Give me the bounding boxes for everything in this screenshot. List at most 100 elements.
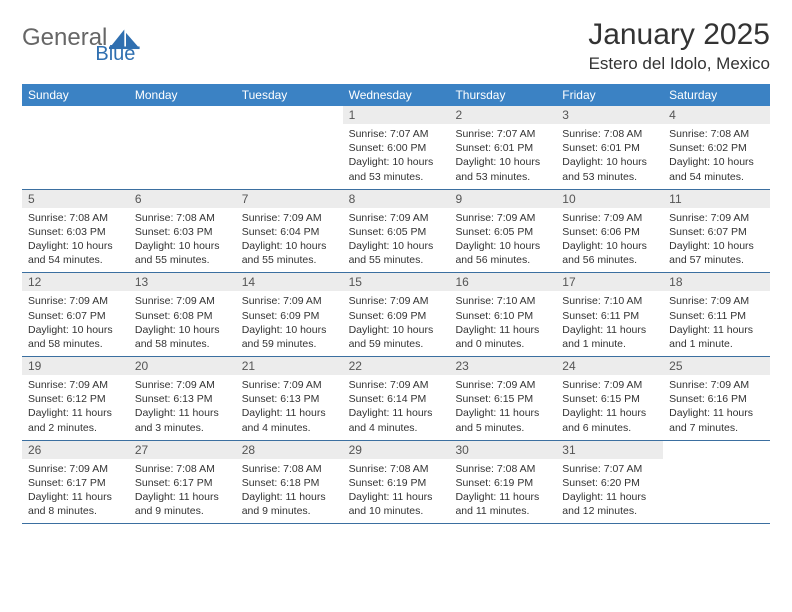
day-data: Sunrise: 7:09 AMSunset: 6:16 PMDaylight:…	[663, 375, 770, 440]
day-number: 8	[343, 190, 450, 208]
weeks-container: 1Sunrise: 7:07 AMSunset: 6:00 PMDaylight…	[22, 106, 770, 524]
sunrise-line: Sunrise: 7:08 AM	[135, 462, 230, 476]
day-data: Sunrise: 7:08 AMSunset: 6:01 PMDaylight:…	[556, 124, 663, 189]
title-block: January 2025 Estero del Idolo, Mexico	[588, 18, 770, 74]
sunset-line: Sunset: 6:13 PM	[135, 392, 230, 406]
day-number: 12	[22, 273, 129, 291]
day-number: 9	[449, 190, 556, 208]
day-number: 25	[663, 357, 770, 375]
week-row: 5Sunrise: 7:08 AMSunset: 6:03 PMDaylight…	[22, 190, 770, 274]
day-cell: 10Sunrise: 7:09 AMSunset: 6:06 PMDayligh…	[556, 190, 663, 273]
day-number: 26	[22, 441, 129, 459]
sunrise-line: Sunrise: 7:09 AM	[242, 378, 337, 392]
daylight-line-2: and 55 minutes.	[349, 253, 444, 267]
sunset-line: Sunset: 6:07 PM	[669, 225, 764, 239]
sunset-line: Sunset: 6:05 PM	[349, 225, 444, 239]
sunset-line: Sunset: 6:08 PM	[135, 309, 230, 323]
day-cell: 8Sunrise: 7:09 AMSunset: 6:05 PMDaylight…	[343, 190, 450, 273]
day-cell: 31Sunrise: 7:07 AMSunset: 6:20 PMDayligh…	[556, 441, 663, 524]
day-number: 15	[343, 273, 450, 291]
day-data: Sunrise: 7:09 AMSunset: 6:12 PMDaylight:…	[22, 375, 129, 440]
daylight-line-1: Daylight: 11 hours	[455, 323, 550, 337]
day-number: 3	[556, 106, 663, 124]
sunrise-line: Sunrise: 7:09 AM	[349, 211, 444, 225]
day-cell: 3Sunrise: 7:08 AMSunset: 6:01 PMDaylight…	[556, 106, 663, 189]
daylight-line-2: and 54 minutes.	[28, 253, 123, 267]
day-data: Sunrise: 7:09 AMSunset: 6:04 PMDaylight:…	[236, 208, 343, 273]
day-cell: 12Sunrise: 7:09 AMSunset: 6:07 PMDayligh…	[22, 273, 129, 356]
daylight-line-2: and 7 minutes.	[669, 421, 764, 435]
day-data: Sunrise: 7:09 AMSunset: 6:09 PMDaylight:…	[236, 291, 343, 356]
sunset-line: Sunset: 6:05 PM	[455, 225, 550, 239]
daylight-line-2: and 56 minutes.	[455, 253, 550, 267]
day-cell: 16Sunrise: 7:10 AMSunset: 6:10 PMDayligh…	[449, 273, 556, 356]
daylight-line-2: and 2 minutes.	[28, 421, 123, 435]
daylight-line-1: Daylight: 10 hours	[669, 239, 764, 253]
day-data: Sunrise: 7:09 AMSunset: 6:09 PMDaylight:…	[343, 291, 450, 356]
day-data: Sunrise: 7:09 AMSunset: 6:07 PMDaylight:…	[22, 291, 129, 356]
day-data: Sunrise: 7:09 AMSunset: 6:06 PMDaylight:…	[556, 208, 663, 273]
sunrise-line: Sunrise: 7:08 AM	[669, 127, 764, 141]
day-header-sat: Saturday	[663, 84, 770, 106]
sunrise-line: Sunrise: 7:09 AM	[135, 378, 230, 392]
week-row: 1Sunrise: 7:07 AMSunset: 6:00 PMDaylight…	[22, 106, 770, 190]
daylight-line-2: and 53 minutes.	[455, 170, 550, 184]
sunrise-line: Sunrise: 7:09 AM	[349, 294, 444, 308]
daylight-line-1: Daylight: 10 hours	[28, 323, 123, 337]
sunset-line: Sunset: 6:15 PM	[455, 392, 550, 406]
sunset-line: Sunset: 6:01 PM	[562, 141, 657, 155]
sunrise-line: Sunrise: 7:09 AM	[28, 294, 123, 308]
sunrise-line: Sunrise: 7:09 AM	[455, 211, 550, 225]
day-header-tue: Tuesday	[236, 84, 343, 106]
sunrise-line: Sunrise: 7:09 AM	[562, 211, 657, 225]
day-cell: 21Sunrise: 7:09 AMSunset: 6:13 PMDayligh…	[236, 357, 343, 440]
daylight-line-1: Daylight: 11 hours	[242, 406, 337, 420]
sunset-line: Sunset: 6:00 PM	[349, 141, 444, 155]
day-cell: 13Sunrise: 7:09 AMSunset: 6:08 PMDayligh…	[129, 273, 236, 356]
daylight-line-1: Daylight: 11 hours	[135, 406, 230, 420]
sunrise-line: Sunrise: 7:09 AM	[28, 378, 123, 392]
brand-text-part2: Blue	[95, 43, 135, 66]
day-number: 13	[129, 273, 236, 291]
daylight-line-2: and 55 minutes.	[135, 253, 230, 267]
sunrise-line: Sunrise: 7:08 AM	[349, 462, 444, 476]
sunrise-line: Sunrise: 7:10 AM	[455, 294, 550, 308]
day-cell: 26Sunrise: 7:09 AMSunset: 6:17 PMDayligh…	[22, 441, 129, 524]
sunset-line: Sunset: 6:19 PM	[455, 476, 550, 490]
daylight-line-2: and 53 minutes.	[562, 170, 657, 184]
day-number: 30	[449, 441, 556, 459]
day-cell: 27Sunrise: 7:08 AMSunset: 6:17 PMDayligh…	[129, 441, 236, 524]
sunset-line: Sunset: 6:03 PM	[28, 225, 123, 239]
day-data: Sunrise: 7:09 AMSunset: 6:15 PMDaylight:…	[556, 375, 663, 440]
day-cell: 30Sunrise: 7:08 AMSunset: 6:19 PMDayligh…	[449, 441, 556, 524]
daylight-line-2: and 59 minutes.	[349, 337, 444, 351]
day-data: Sunrise: 7:08 AMSunset: 6:18 PMDaylight:…	[236, 459, 343, 524]
day-cell	[236, 106, 343, 189]
day-cell: 29Sunrise: 7:08 AMSunset: 6:19 PMDayligh…	[343, 441, 450, 524]
day-number: 2	[449, 106, 556, 124]
sunset-line: Sunset: 6:06 PM	[562, 225, 657, 239]
daylight-line-1: Daylight: 10 hours	[349, 323, 444, 337]
calendar-grid: Sunday Monday Tuesday Wednesday Thursday…	[22, 84, 770, 524]
sunrise-line: Sunrise: 7:09 AM	[28, 462, 123, 476]
daylight-line-1: Daylight: 11 hours	[28, 406, 123, 420]
daylight-line-1: Daylight: 11 hours	[562, 406, 657, 420]
day-number: 21	[236, 357, 343, 375]
sunset-line: Sunset: 6:20 PM	[562, 476, 657, 490]
daylight-line-1: Daylight: 11 hours	[455, 490, 550, 504]
day-number: 5	[22, 190, 129, 208]
daylight-line-2: and 57 minutes.	[669, 253, 764, 267]
day-cell: 15Sunrise: 7:09 AMSunset: 6:09 PMDayligh…	[343, 273, 450, 356]
day-header-wed: Wednesday	[343, 84, 450, 106]
day-cell: 1Sunrise: 7:07 AMSunset: 6:00 PMDaylight…	[343, 106, 450, 189]
daylight-line-2: and 1 minute.	[669, 337, 764, 351]
sunrise-line: Sunrise: 7:09 AM	[455, 378, 550, 392]
day-data: Sunrise: 7:09 AMSunset: 6:07 PMDaylight:…	[663, 208, 770, 273]
daylight-line-1: Daylight: 11 hours	[349, 490, 444, 504]
sunrise-line: Sunrise: 7:10 AM	[562, 294, 657, 308]
day-data: Sunrise: 7:08 AMSunset: 6:02 PMDaylight:…	[663, 124, 770, 189]
day-cell: 4Sunrise: 7:08 AMSunset: 6:02 PMDaylight…	[663, 106, 770, 189]
day-number: 4	[663, 106, 770, 124]
sunset-line: Sunset: 6:10 PM	[455, 309, 550, 323]
sunrise-line: Sunrise: 7:09 AM	[135, 294, 230, 308]
